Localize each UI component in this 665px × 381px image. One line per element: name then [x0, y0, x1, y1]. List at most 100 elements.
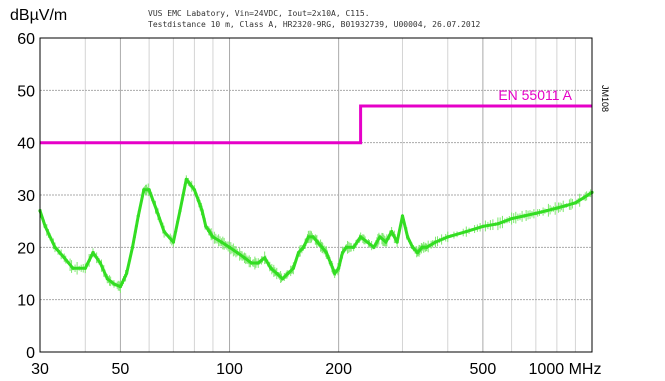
emission-data-point — [142, 188, 146, 192]
emission-data-point — [496, 222, 500, 226]
emission-data-point — [352, 245, 356, 249]
y-tick-label: 60 — [17, 31, 35, 48]
emission-data-point — [105, 277, 109, 281]
emission-data-point — [359, 235, 363, 239]
emission-data-point — [147, 188, 151, 192]
y-tick-label: 20 — [17, 240, 35, 257]
y-tick-label: 10 — [17, 293, 35, 310]
emission-data-point — [207, 230, 212, 234]
emission-data-point — [43, 224, 47, 228]
emission-data-point — [211, 235, 215, 239]
emission-data-point — [184, 177, 188, 181]
emission-data-point — [155, 209, 159, 213]
emission-data-point — [196, 198, 200, 202]
emission-data-point — [235, 250, 239, 255]
emission-data-point — [62, 256, 66, 260]
emission-data-point — [91, 250, 95, 255]
emission-data-point — [178, 209, 182, 213]
emission-data-point — [112, 282, 116, 286]
emission-data-point — [296, 250, 301, 255]
emission-series-line — [38, 177, 593, 289]
x-tick-label: 30 — [31, 361, 49, 378]
emission-data-point — [582, 196, 586, 200]
emission-data-point — [415, 250, 420, 255]
emission-data-point — [365, 240, 369, 244]
emission-data-point — [481, 224, 485, 228]
emission-data-point — [263, 256, 267, 260]
x-tick-label: 200 — [325, 361, 352, 378]
y-axis-unit-label: dBµV/m — [10, 7, 67, 24]
emission-data-point — [509, 216, 514, 221]
emission-data-point — [328, 261, 333, 265]
emission-data-point — [171, 240, 175, 244]
emission-data-point — [83, 266, 87, 270]
x-tick-label: 1000 MHz — [529, 361, 602, 378]
header-line-2: Testdistance 10 m, Class A, HR2320-9RG, … — [148, 20, 481, 29]
plot-frame — [39, 37, 593, 353]
emission-data-point — [564, 203, 569, 208]
emission-data-point — [320, 245, 324, 249]
emission-data-point — [269, 266, 273, 270]
emission-data-point — [384, 240, 388, 244]
emission-data-point — [242, 256, 247, 260]
emission-data-point — [333, 271, 337, 276]
emission-data-point — [249, 261, 254, 265]
emission-data-point — [124, 271, 129, 276]
y-tick-label: 40 — [17, 136, 35, 153]
emission-data-point — [522, 214, 526, 218]
emission-data-point — [301, 245, 306, 249]
emission-data-point — [433, 240, 438, 244]
emission-data-point — [53, 245, 57, 249]
emission-data-point — [227, 245, 232, 249]
emission-data-point — [200, 209, 204, 213]
emission-data-point — [275, 271, 279, 276]
limit-line — [40, 104, 592, 145]
side-label: JM108 — [600, 85, 610, 112]
emission-data-point — [162, 230, 166, 234]
emission-data-point — [425, 245, 429, 249]
emission-data-point — [545, 209, 549, 213]
emission-data-point — [291, 266, 295, 270]
emission-data-point — [71, 266, 75, 270]
emission-data-point — [464, 230, 468, 234]
emission-data-point — [256, 261, 260, 265]
emission-data-point — [378, 235, 382, 239]
emission-data-point — [204, 224, 208, 228]
emission-data-point — [118, 284, 123, 289]
x-tick-label: 50 — [112, 361, 130, 378]
emission-data-point — [130, 245, 135, 249]
emission-data-point — [324, 250, 328, 255]
emission-data-point — [406, 235, 410, 239]
emission-data-point — [555, 206, 559, 210]
emission-data-point — [420, 245, 424, 249]
header-line-1: VUS EMC Labatory, Vin=24VDC, Iout=2x10A,… — [148, 9, 370, 18]
emission-data-point — [400, 214, 405, 218]
emission-data-point — [534, 211, 538, 215]
emission-data-point — [372, 245, 376, 249]
emission-data-point — [306, 235, 310, 239]
emission-data-point — [219, 240, 224, 244]
emission-data-point — [286, 271, 290, 276]
emission-data-point — [316, 240, 320, 244]
x-tick-label: 500 — [470, 361, 497, 378]
emission-data-point — [311, 235, 315, 239]
emission-data-point — [446, 235, 450, 239]
emission-data-point — [337, 266, 341, 270]
emission-data-point — [280, 277, 285, 281]
emission-data-point — [573, 201, 578, 205]
emission-data-point — [188, 182, 193, 187]
y-tick-label: 30 — [17, 188, 35, 205]
emission-data-point — [340, 250, 345, 255]
emission-data-point — [192, 188, 197, 192]
emission-data-point — [390, 230, 394, 234]
y-tick-label: 50 — [17, 83, 35, 100]
x-tick-label: 100 — [216, 361, 243, 378]
emission-data-point — [344, 245, 348, 249]
limit-line-label: EN 55011 A — [498, 87, 572, 103]
emission-data-point — [395, 240, 399, 244]
emission-data-point — [98, 261, 102, 265]
y-tick-label: 0 — [26, 345, 35, 362]
emission-data-point — [411, 245, 415, 249]
emission-data-point — [136, 214, 140, 218]
